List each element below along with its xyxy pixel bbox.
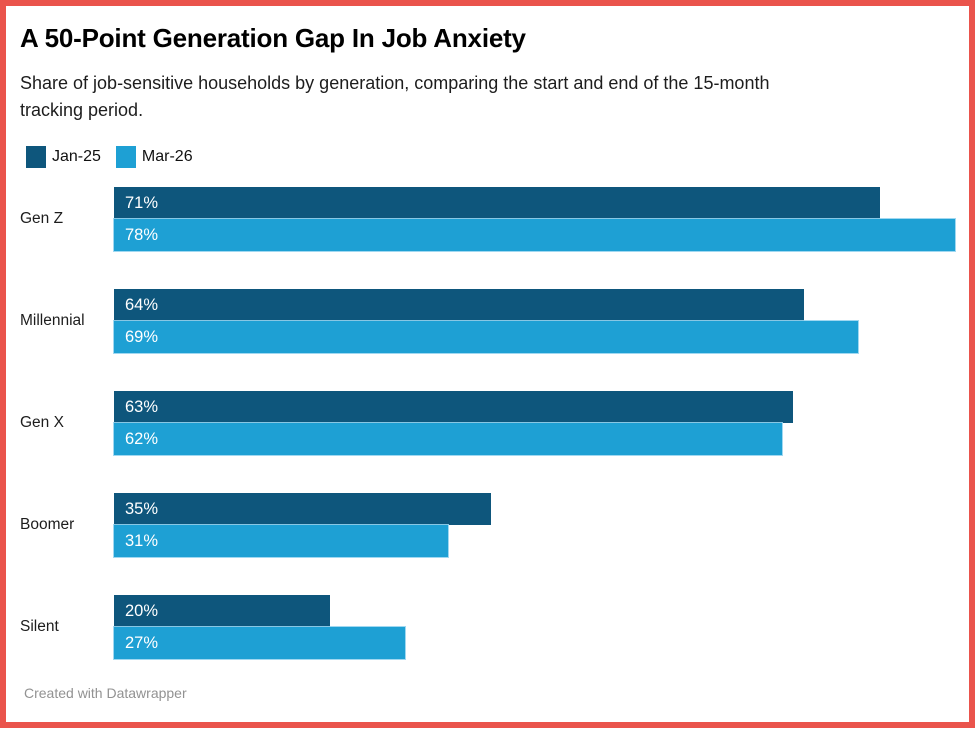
bar-jan-25-millennial: 64%	[114, 289, 805, 322]
bar-jan-25-boomer: 35%	[114, 493, 492, 526]
chart-row-gen-z: Gen Z 71% 78%	[20, 187, 955, 252]
bar-chart: Gen Z 71% 78% Millennial 64% 69% Gen X 63% 62% Bo…	[20, 187, 955, 660]
bar-group-gen-x: 63% 62%	[114, 391, 955, 456]
chart-content: A 50-Point Generation Gap In Job Anxiety…	[6, 23, 969, 739]
chart-subtitle: Share of job-sensitive households by gen…	[20, 73, 770, 121]
bar-mar-26-gen-x: 62%	[114, 423, 783, 456]
chart-legend: Jan-25 Mar-26	[20, 146, 955, 169]
category-label-silent: Silent	[20, 618, 59, 636]
category-label-millennial: Millennial	[20, 312, 85, 330]
bar-group-silent: 20% 27%	[114, 595, 955, 660]
bar-group-gen-z: 71% 78%	[114, 187, 955, 252]
bar-mar-26-gen-z: 78%	[114, 219, 955, 252]
bar-mar-26-boomer: 31%	[114, 525, 449, 558]
legend-item-jan-25: Jan-25	[26, 146, 101, 169]
category-label-gen-z: Gen Z	[20, 210, 64, 228]
legend-label: Mar-26	[141, 148, 193, 166]
chart-row-gen-x: Gen X 63% 62%	[20, 391, 955, 456]
chart-row-millennial: Millennial 64% 69%	[20, 289, 955, 354]
chart-row-boomer: Boomer 35% 31%	[20, 493, 955, 558]
bar-jan-25-silent: 20%	[114, 595, 330, 628]
bar-value-label: 63%	[125, 397, 159, 416]
legend-label: Jan-25	[52, 148, 101, 166]
legend-swatch-jan-25	[26, 146, 46, 169]
bar-value-label: 31%	[125, 531, 159, 550]
bar-group-millennial: 64% 69%	[114, 289, 955, 354]
bar-mar-26-silent: 27%	[114, 627, 406, 660]
bar-group-boomer: 35% 31%	[114, 493, 955, 558]
chart-footer: Created with Datawrapper	[20, 685, 955, 703]
bar-value-label: 69%	[125, 327, 159, 346]
bar-value-label: 35%	[125, 499, 159, 518]
legend-swatch-mar-26	[115, 146, 136, 169]
chart-row-silent: Silent 20% 27%	[20, 595, 955, 660]
category-label-gen-x: Gen X	[20, 414, 64, 432]
legend-item-mar-26: Mar-26	[115, 146, 193, 169]
bar-value-label: 20%	[125, 601, 159, 620]
bar-value-label: 78%	[125, 225, 159, 244]
bar-value-label: 64%	[125, 295, 159, 314]
bar-value-label: 62%	[125, 429, 159, 448]
bar-value-label: 71%	[125, 193, 159, 212]
chart-title: A 50-Point Generation Gap In Job Anxiety	[20, 23, 526, 53]
bar-jan-25-gen-z: 71%	[114, 187, 880, 220]
datawrapper-credit-link[interactable]: Created with Datawrapper	[24, 685, 187, 702]
bar-mar-26-millennial: 69%	[114, 321, 858, 354]
category-label-boomer: Boomer	[20, 516, 75, 534]
bar-jan-25-gen-x: 63%	[114, 391, 794, 424]
bar-value-label: 27%	[125, 633, 159, 652]
